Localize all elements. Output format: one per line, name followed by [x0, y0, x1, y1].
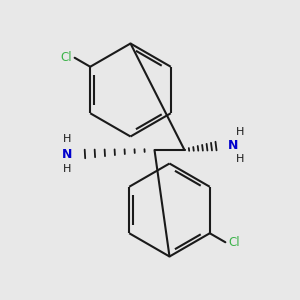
Text: Cl: Cl — [60, 51, 72, 64]
Text: H: H — [63, 134, 72, 145]
Text: H: H — [236, 154, 244, 164]
Text: N: N — [228, 139, 238, 152]
Text: Cl: Cl — [228, 236, 240, 249]
Text: H: H — [236, 127, 244, 137]
Text: N: N — [62, 148, 73, 161]
Text: H: H — [63, 164, 72, 175]
